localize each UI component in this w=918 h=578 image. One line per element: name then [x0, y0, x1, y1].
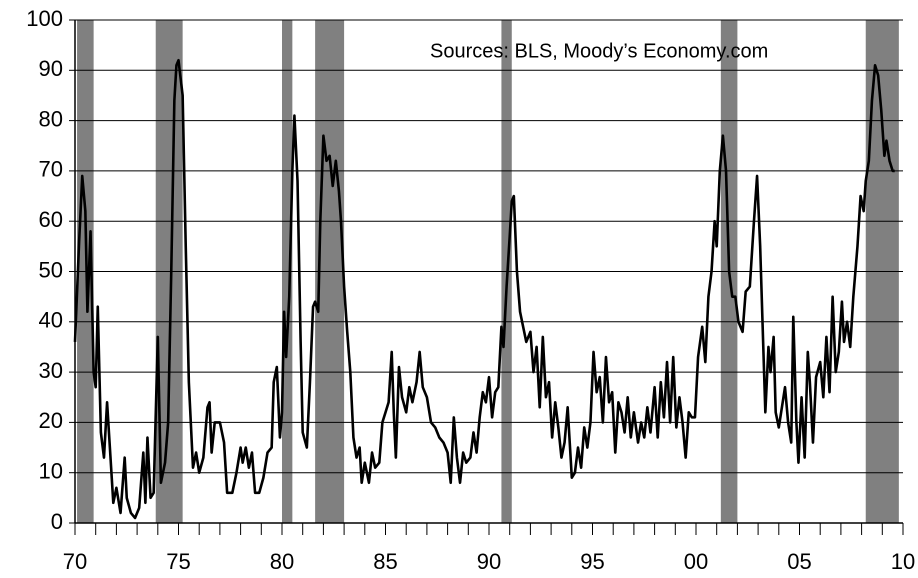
y-tick-label: 40 — [39, 308, 63, 333]
y-tick-label: 30 — [39, 358, 63, 383]
y-tick-label: 10 — [39, 459, 63, 484]
x-tick-label: 05 — [787, 549, 811, 574]
y-tick-label: 0 — [51, 509, 63, 534]
x-tick-label: 90 — [477, 549, 501, 574]
x-tick-label: 80 — [270, 549, 294, 574]
x-tick-label: 85 — [373, 549, 397, 574]
x-tick-label: 10 — [891, 549, 915, 574]
x-tick-label: 00 — [684, 549, 708, 574]
data-line — [73, 58, 895, 520]
x-tick-label: 95 — [580, 549, 604, 574]
y-tick-label: 100 — [26, 6, 63, 31]
x-tick-label: 70 — [63, 549, 87, 574]
y-tick-label: 20 — [39, 408, 63, 433]
x-tick-label: 75 — [166, 549, 190, 574]
y-tick-label: 80 — [39, 106, 63, 131]
annotation: Sources: BLS, Moody’s Economy.com — [430, 40, 768, 62]
y-tick-label: 60 — [39, 207, 63, 232]
y-tick-label: 50 — [39, 257, 63, 282]
y-tick-label: 90 — [39, 56, 63, 81]
y-tick-label: 70 — [39, 157, 63, 182]
